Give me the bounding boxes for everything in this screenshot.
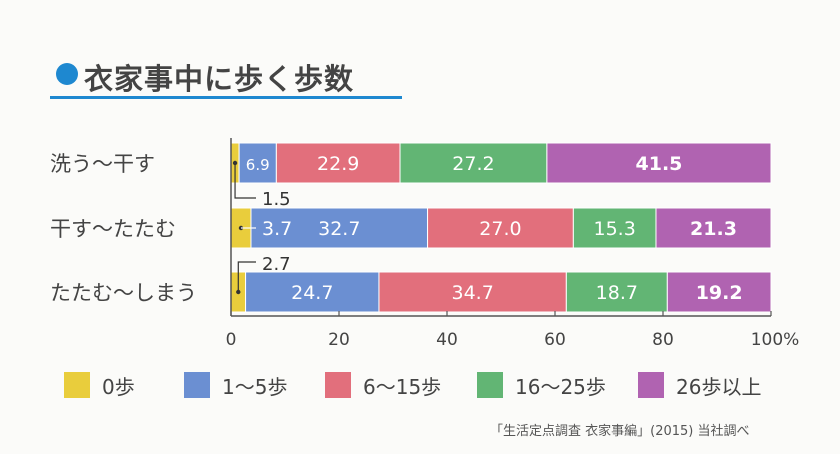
callout-line: [234, 163, 256, 199]
data-label: 41.5: [636, 153, 683, 175]
x-tick-label: 20: [328, 330, 350, 350]
x-tick-label: 40: [436, 330, 458, 350]
legend-label: 26歩以上: [676, 375, 762, 399]
x-tick-label: 100%: [751, 330, 800, 350]
data-label: 21.3: [690, 218, 737, 240]
legend-swatch: [325, 372, 351, 398]
legend-swatch: [638, 372, 664, 398]
bar-segment: [245, 271, 380, 313]
data-label: 22.9: [317, 153, 359, 175]
data-label: 27.2: [452, 153, 494, 175]
data-label: 15.3: [594, 218, 636, 240]
data-label: 27.0: [479, 218, 521, 240]
category-label: 洗う～干す: [50, 152, 155, 176]
bar-segment: [378, 271, 567, 313]
data-label: 6.9: [246, 156, 270, 174]
legend-label: 16～25歩: [515, 375, 606, 399]
data-label: 34.7: [451, 282, 493, 304]
category-label: 干す～たたむ: [50, 217, 176, 241]
bar-segment: [666, 271, 772, 313]
legend-swatch: [477, 372, 503, 398]
data-label: 1.5: [262, 189, 291, 210]
bar-segment: [572, 207, 657, 249]
bar-segment: [275, 142, 401, 184]
data-label: 18.7: [596, 282, 638, 304]
legend-swatch: [184, 372, 210, 398]
data-label: 2.7: [262, 254, 291, 275]
data-label: 19.2: [696, 282, 743, 304]
bar-segment: [250, 207, 429, 249]
x-tick-label: 60: [544, 330, 566, 350]
bar-segment: [655, 207, 772, 249]
bar-segment: [238, 142, 277, 184]
bar-segment: [546, 142, 772, 184]
x-tick-label: 0: [226, 330, 237, 350]
bar-segment: [399, 142, 548, 184]
data-label: 32.7: [318, 218, 360, 240]
x-tick-label: 80: [652, 330, 674, 350]
data-label: 3.7: [262, 218, 292, 240]
legend-label: 6～15歩: [363, 375, 442, 399]
title-bullet-icon: [56, 63, 78, 85]
callout-line: [237, 261, 256, 292]
bar-segment: [565, 271, 668, 313]
legend-label: 1～5歩: [222, 375, 288, 399]
legend-label: 0歩: [102, 375, 135, 399]
legend-swatch: [64, 372, 90, 398]
data-label: 24.7: [291, 282, 333, 304]
category-label: たたむ～しまう: [50, 281, 197, 305]
chart-title-text: 衣家事中に歩く歩数: [84, 62, 355, 96]
source-note: 「生活定点調査 衣家事編」(2015) 当社調べ: [490, 424, 750, 439]
title-underline: [50, 96, 402, 99]
bar-segment: [427, 207, 574, 249]
